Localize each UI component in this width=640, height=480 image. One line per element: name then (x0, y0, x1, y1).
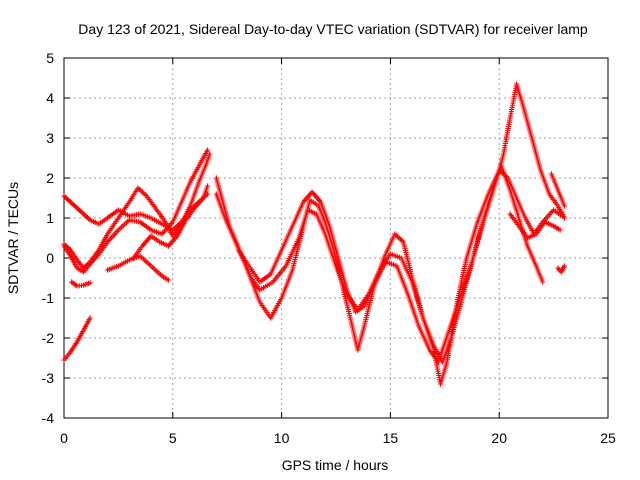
chart-title: Day 123 of 2021, Sidereal Day-to-day VTE… (78, 21, 588, 37)
data-point (561, 203, 568, 209)
y-axis-label: SDTVAR / TECUs (5, 182, 21, 294)
y-tick-label: -4 (42, 410, 55, 426)
y-tick-label: -3 (42, 370, 55, 386)
series-track-m (555, 263, 568, 275)
x-tick-label: 15 (383, 430, 399, 446)
x-tick-label: 0 (60, 430, 68, 446)
tick-labels: 0 5 10 15 20 25 -4 -3 -2 -1 0 1 2 3 4 5 (42, 50, 616, 446)
data-point (205, 147, 211, 153)
data-point (540, 279, 546, 285)
data-point (561, 215, 568, 221)
x-tick-label: 25 (600, 430, 616, 446)
series-track-g (131, 183, 211, 261)
series-track-l (507, 211, 563, 241)
x-axis-label: GPS time / hours (282, 457, 389, 473)
series-track-j (235, 81, 568, 365)
data-point (205, 183, 211, 189)
y-tick-label: 1 (46, 210, 54, 226)
y-tick-label: 5 (46, 50, 54, 66)
data-point (87, 280, 93, 286)
data-marks (61, 81, 568, 387)
data-point (561, 263, 568, 269)
series-track-e (61, 315, 93, 363)
data-point (165, 277, 172, 283)
x-tick-label: 5 (169, 430, 177, 446)
data-point (87, 315, 93, 321)
x-tick-label: 10 (274, 430, 290, 446)
x-tick-label: 20 (491, 430, 507, 446)
y-tick-label: 4 (46, 90, 54, 106)
y-tick-label: -1 (42, 290, 55, 306)
series-track-c (61, 147, 211, 275)
series-track-d (69, 279, 93, 289)
y-tick-label: 3 (46, 130, 54, 146)
series-track-f (104, 253, 172, 283)
y-tick-label: 0 (46, 250, 54, 266)
axis-ticks (63, 57, 609, 419)
series-track-k (548, 171, 568, 209)
plot-frame (63, 57, 609, 419)
y-tick-label: -2 (42, 330, 55, 346)
series-track-b (61, 151, 213, 271)
data-point (557, 227, 563, 233)
y-tick-label: 2 (46, 170, 54, 186)
